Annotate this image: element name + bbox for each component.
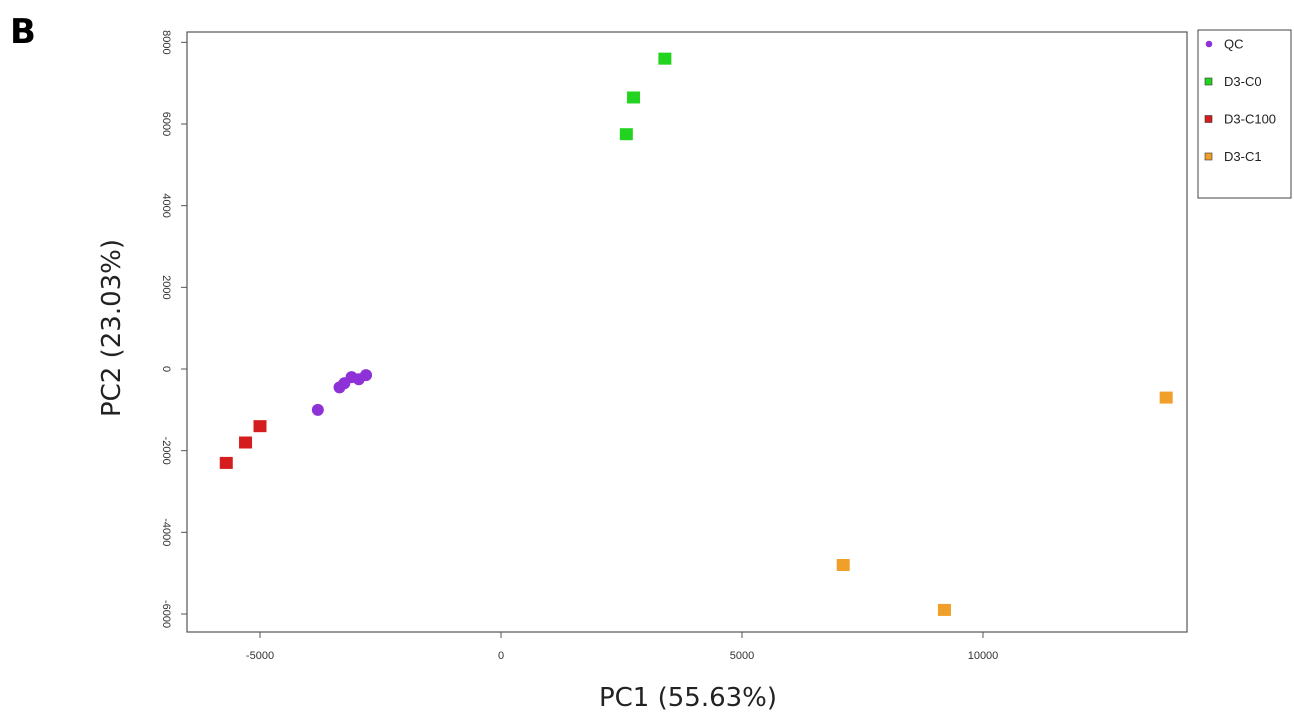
x-tick-label: 5000 (730, 650, 754, 662)
y-tick-label: 4000 (160, 193, 172, 217)
x-tick-label: 0 (498, 650, 504, 662)
point-d3-c1 (836, 559, 850, 571)
legend-marker-d3-c100 (1204, 115, 1213, 123)
y-tick-label: -6000 (160, 600, 172, 628)
x-axis: -5000 0 5000 10000 (246, 632, 998, 662)
legend-label-d3-c1: D3-C1 (1224, 149, 1262, 164)
plot-frame (186, 31, 1188, 633)
panel-label: B (10, 12, 36, 52)
point-d3-c100 (253, 420, 267, 433)
y-tick-label: 6000 (160, 112, 172, 136)
x-axis-label: PC1 (55.63%) (598, 683, 778, 713)
legend: QC D3-C0 D3-C100 D3-C1 (1197, 29, 1292, 199)
point-qc (311, 403, 324, 416)
y-tick-label: 2000 (160, 275, 172, 299)
x-tick-label: 10000 (968, 650, 999, 662)
y-axis-label: PC2 (23.03%) (97, 238, 127, 418)
legend-marker-d3-c0 (1204, 77, 1213, 86)
legend-label-d3-c0: D3-C0 (1224, 74, 1262, 89)
y-axis: -6000 -4000 -2000 0 2000 4000 6000 8000 (160, 30, 187, 628)
legend-label-d3-c100: D3-C100 (1224, 112, 1276, 127)
point-d3-c100 (239, 436, 253, 449)
point-d3-c0 (658, 52, 672, 65)
y-tick-label: -4000 (160, 518, 172, 546)
y-tick-label: 0 (160, 366, 172, 372)
point-d3-c100 (219, 456, 233, 469)
legend-box (1197, 29, 1292, 199)
point-qc (360, 369, 373, 382)
legend-marker-qc (1205, 40, 1213, 48)
legend-label-qc: QC (1224, 37, 1244, 52)
y-tick-label: -2000 (160, 437, 172, 465)
point-d3-c1 (1159, 391, 1173, 404)
y-tick-label: 8000 (160, 30, 172, 54)
point-d3-c0 (619, 128, 633, 141)
x-tick-label: -5000 (246, 650, 274, 662)
point-d3-c1 (937, 603, 951, 616)
data-points (219, 52, 1173, 616)
point-d3-c0 (627, 91, 641, 104)
legend-marker-d3-c1 (1204, 152, 1213, 161)
